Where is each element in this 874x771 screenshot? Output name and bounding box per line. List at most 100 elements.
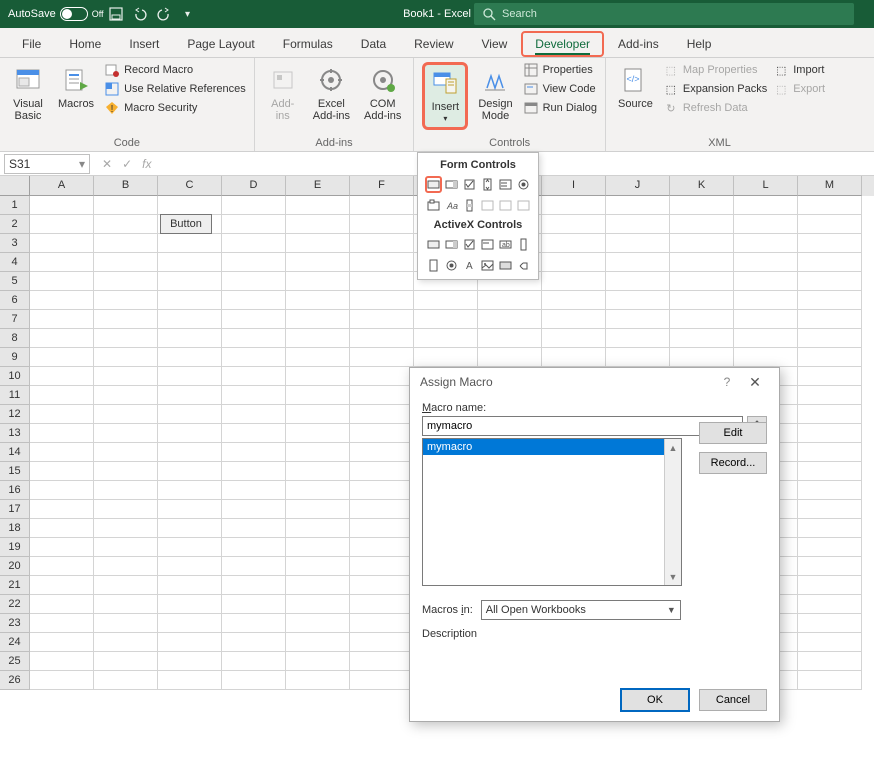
- name-box[interactable]: S31 ▾: [4, 154, 90, 174]
- cell[interactable]: [798, 196, 862, 215]
- cell[interactable]: [670, 234, 734, 253]
- cell[interactable]: [30, 462, 94, 481]
- row-header[interactable]: 7: [0, 310, 30, 329]
- cell[interactable]: [94, 424, 158, 443]
- cell[interactable]: [606, 291, 670, 310]
- cell[interactable]: [350, 538, 414, 557]
- select-all-corner[interactable]: [0, 176, 30, 196]
- cell[interactable]: [670, 272, 734, 291]
- cell[interactable]: [222, 614, 286, 633]
- cell[interactable]: [350, 253, 414, 272]
- cell[interactable]: [222, 272, 286, 291]
- expansion-packs-button[interactable]: ⬚Expansion Packs: [663, 81, 767, 97]
- form-option-icon[interactable]: [515, 176, 532, 193]
- cell[interactable]: [222, 443, 286, 462]
- cell[interactable]: [542, 329, 606, 348]
- cell[interactable]: [94, 614, 158, 633]
- cell[interactable]: [30, 652, 94, 671]
- ax-image-icon[interactable]: [479, 257, 496, 274]
- cell[interactable]: [286, 424, 350, 443]
- view-code-button[interactable]: View Code: [523, 81, 597, 97]
- cell[interactable]: [30, 367, 94, 386]
- cell[interactable]: [478, 348, 542, 367]
- cell[interactable]: [222, 500, 286, 519]
- cell[interactable]: [94, 386, 158, 405]
- form-spinner-icon[interactable]: [479, 176, 496, 193]
- cell[interactable]: [94, 253, 158, 272]
- row-header[interactable]: 25: [0, 652, 30, 671]
- cell[interactable]: [94, 519, 158, 538]
- cell[interactable]: [286, 405, 350, 424]
- cell[interactable]: [286, 500, 350, 519]
- cell[interactable]: [350, 519, 414, 538]
- cell[interactable]: [798, 652, 862, 671]
- tab-addins[interactable]: Add-ins: [604, 31, 673, 57]
- cell[interactable]: [350, 348, 414, 367]
- cell[interactable]: [286, 462, 350, 481]
- cell[interactable]: [30, 557, 94, 576]
- cell[interactable]: [158, 443, 222, 462]
- cell[interactable]: [94, 481, 158, 500]
- cell[interactable]: [222, 538, 286, 557]
- cell[interactable]: [158, 234, 222, 253]
- cell[interactable]: [798, 500, 862, 519]
- cell[interactable]: [542, 310, 606, 329]
- cell[interactable]: [94, 234, 158, 253]
- cell[interactable]: [670, 196, 734, 215]
- cell[interactable]: [798, 310, 862, 329]
- row-header[interactable]: 23: [0, 614, 30, 633]
- cell[interactable]: [94, 557, 158, 576]
- cell[interactable]: [94, 310, 158, 329]
- cell[interactable]: [798, 443, 862, 462]
- cell[interactable]: [286, 215, 350, 234]
- cell[interactable]: [94, 652, 158, 671]
- cell[interactable]: [286, 481, 350, 500]
- cell[interactable]: [158, 614, 222, 633]
- cell[interactable]: [94, 348, 158, 367]
- cell[interactable]: [798, 557, 862, 576]
- cell[interactable]: [94, 291, 158, 310]
- macro-security-button[interactable]: !Macro Security: [104, 100, 246, 116]
- cell[interactable]: [222, 215, 286, 234]
- cell[interactable]: [222, 310, 286, 329]
- cell[interactable]: [30, 538, 94, 557]
- cell[interactable]: [350, 405, 414, 424]
- cell[interactable]: [798, 234, 862, 253]
- cell[interactable]: [350, 424, 414, 443]
- cell[interactable]: [350, 329, 414, 348]
- cell[interactable]: [350, 310, 414, 329]
- cell[interactable]: [798, 519, 862, 538]
- form-groupbox-icon[interactable]: [425, 197, 442, 214]
- cell[interactable]: [94, 329, 158, 348]
- cell[interactable]: [286, 291, 350, 310]
- cell[interactable]: [734, 310, 798, 329]
- addins-button[interactable]: Add- ins: [263, 62, 303, 124]
- dialog-titlebar[interactable]: Assign Macro ? ✕: [410, 368, 779, 396]
- cell[interactable]: [350, 367, 414, 386]
- row-header[interactable]: 15: [0, 462, 30, 481]
- com-addins-button[interactable]: COM Add-ins: [360, 62, 405, 124]
- cell[interactable]: [158, 272, 222, 291]
- row-header[interactable]: 24: [0, 633, 30, 652]
- column-header[interactable]: K: [670, 176, 734, 196]
- cell[interactable]: [286, 443, 350, 462]
- column-header[interactable]: J: [606, 176, 670, 196]
- export-button[interactable]: ⬚Export: [773, 81, 825, 97]
- cell[interactable]: [350, 196, 414, 215]
- cell[interactable]: [222, 291, 286, 310]
- cell[interactable]: [222, 557, 286, 576]
- cell[interactable]: [286, 348, 350, 367]
- cell[interactable]: [30, 215, 94, 234]
- cell[interactable]: [30, 519, 94, 538]
- macro-list-item[interactable]: mymacro: [423, 439, 681, 455]
- tab-developer[interactable]: Developer: [521, 31, 604, 57]
- cell[interactable]: [158, 367, 222, 386]
- row-header[interactable]: 21: [0, 576, 30, 595]
- fx-icon[interactable]: fx: [142, 157, 151, 171]
- cell[interactable]: [734, 234, 798, 253]
- cell[interactable]: [286, 519, 350, 538]
- cell[interactable]: [350, 272, 414, 291]
- column-header[interactable]: M: [798, 176, 862, 196]
- cell[interactable]: [30, 234, 94, 253]
- cell[interactable]: [798, 272, 862, 291]
